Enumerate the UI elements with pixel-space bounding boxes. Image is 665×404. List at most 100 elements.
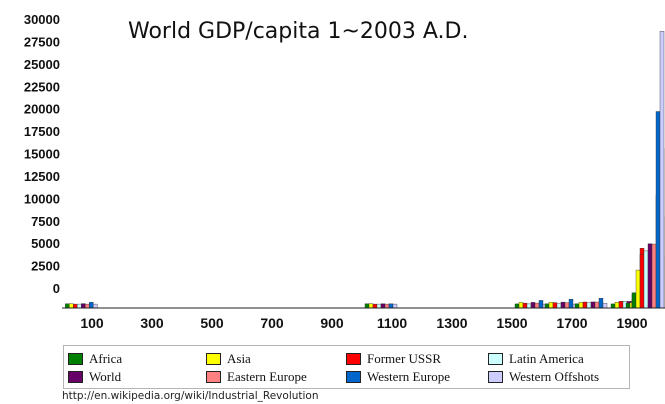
bar (77, 303, 82, 309)
y-tick-label: 2500 (31, 259, 60, 274)
y-tick-label: 17500 (24, 124, 60, 139)
bar (598, 298, 604, 309)
x-tick-label: 1300 (436, 315, 467, 331)
bar-group (514, 300, 548, 309)
bar (614, 302, 620, 309)
bar (552, 302, 558, 309)
x-tick-label: 500 (200, 315, 224, 331)
bar (530, 302, 536, 309)
legend-item: Western Europe (346, 369, 450, 385)
bar (69, 303, 74, 309)
bar (647, 243, 653, 309)
bar-group (364, 303, 398, 309)
x-tick-label: 900 (320, 315, 344, 331)
y-tick-label: 0 (53, 281, 60, 296)
legend-item: Eastern Europe (206, 369, 307, 385)
y-tick-label: 15000 (24, 147, 60, 162)
bar (372, 303, 378, 309)
bar (594, 301, 600, 309)
bar (514, 303, 520, 309)
bar (610, 303, 616, 309)
legend-swatch (206, 353, 221, 365)
legend-label: Western Europe (367, 369, 451, 384)
y-axis-ticks: 3000027500250002250020000175001500012500… (24, 12, 60, 296)
bar-group (65, 302, 98, 309)
legend-swatch (488, 353, 503, 365)
bar (93, 303, 98, 309)
bar (655, 111, 661, 309)
bar (578, 302, 584, 309)
x-tick-label: 100 (80, 315, 104, 331)
y-tick-label: 27500 (24, 34, 60, 49)
x-tick-label: 1100 (377, 315, 408, 331)
bar (625, 302, 631, 309)
bar (544, 303, 550, 309)
bar-group (574, 298, 608, 309)
legend-swatch (488, 371, 503, 383)
bar (560, 301, 566, 309)
bar-group (544, 299, 578, 309)
legend-item: Former USSR (346, 351, 441, 367)
bar (85, 303, 90, 309)
bar (376, 303, 382, 309)
x-axis-ticks: 100 300 500 700 900 1100 1300 1500 1700 1900 (80, 315, 647, 331)
y-tick-label: 5000 (31, 236, 60, 251)
y-tick-label: 30000 (24, 12, 60, 27)
bar (639, 254, 645, 309)
legend-item: World (68, 369, 121, 385)
bar (574, 303, 580, 309)
chart-legend: Africa Asia Former USSR Latin America World E… (63, 345, 630, 389)
bar (568, 299, 574, 309)
y-tick-label: 10000 (24, 191, 60, 206)
legend-item: Latin America (488, 351, 584, 367)
legend-swatch (68, 353, 83, 365)
bar (659, 31, 665, 309)
bar (618, 301, 624, 309)
bar (89, 302, 94, 309)
bar (392, 303, 398, 309)
y-tick-label: 20000 (24, 102, 60, 117)
x-tick-label: 1500 (496, 315, 527, 331)
y-tick-label: 12500 (24, 169, 60, 184)
bar (65, 303, 70, 309)
x-tick-label: 700 (260, 315, 284, 331)
y-tick-label: 22500 (24, 79, 60, 94)
bar (526, 303, 532, 309)
bar (590, 301, 596, 309)
legend-label: Former USSR (367, 351, 442, 366)
legend-swatch (206, 371, 221, 383)
bar-group (631, 31, 665, 309)
legend-swatch (346, 371, 361, 383)
legend-item: Africa (68, 351, 122, 367)
bar (380, 303, 386, 309)
gdp-chart: World GDP/capita 1~2003 A.D. 30000 27500 2… (24, 12, 665, 331)
legend-swatch (346, 353, 361, 365)
x-tick-label: 300 (140, 315, 164, 331)
legend-label: World (89, 369, 122, 384)
bar (73, 303, 78, 309)
bar (522, 302, 528, 309)
x-tick-label: 1900 (616, 315, 647, 331)
bar (651, 243, 657, 309)
legend-swatch (68, 371, 83, 383)
bar (602, 303, 608, 309)
bar (368, 303, 374, 309)
bar (586, 302, 592, 309)
bar (631, 292, 637, 309)
bar (518, 302, 524, 309)
bar (538, 300, 544, 309)
legend-label: Asia (227, 351, 251, 366)
bar (384, 303, 390, 309)
bar (635, 269, 641, 309)
bar (556, 303, 562, 309)
bar (643, 250, 649, 309)
chart-title: World GDP/capita 1~2003 A.D. (128, 19, 468, 44)
bar (534, 302, 540, 309)
x-tick-label: 1700 (556, 315, 587, 331)
legend-label: Africa (89, 351, 123, 366)
source-caption: http://en.wikipedia.org/wiki/Industrial_… (62, 390, 319, 402)
legend-item: Western Offshots (488, 369, 599, 385)
legend-item: Asia (206, 351, 251, 367)
y-tick-label: 7500 (31, 214, 60, 229)
bar (364, 303, 370, 309)
